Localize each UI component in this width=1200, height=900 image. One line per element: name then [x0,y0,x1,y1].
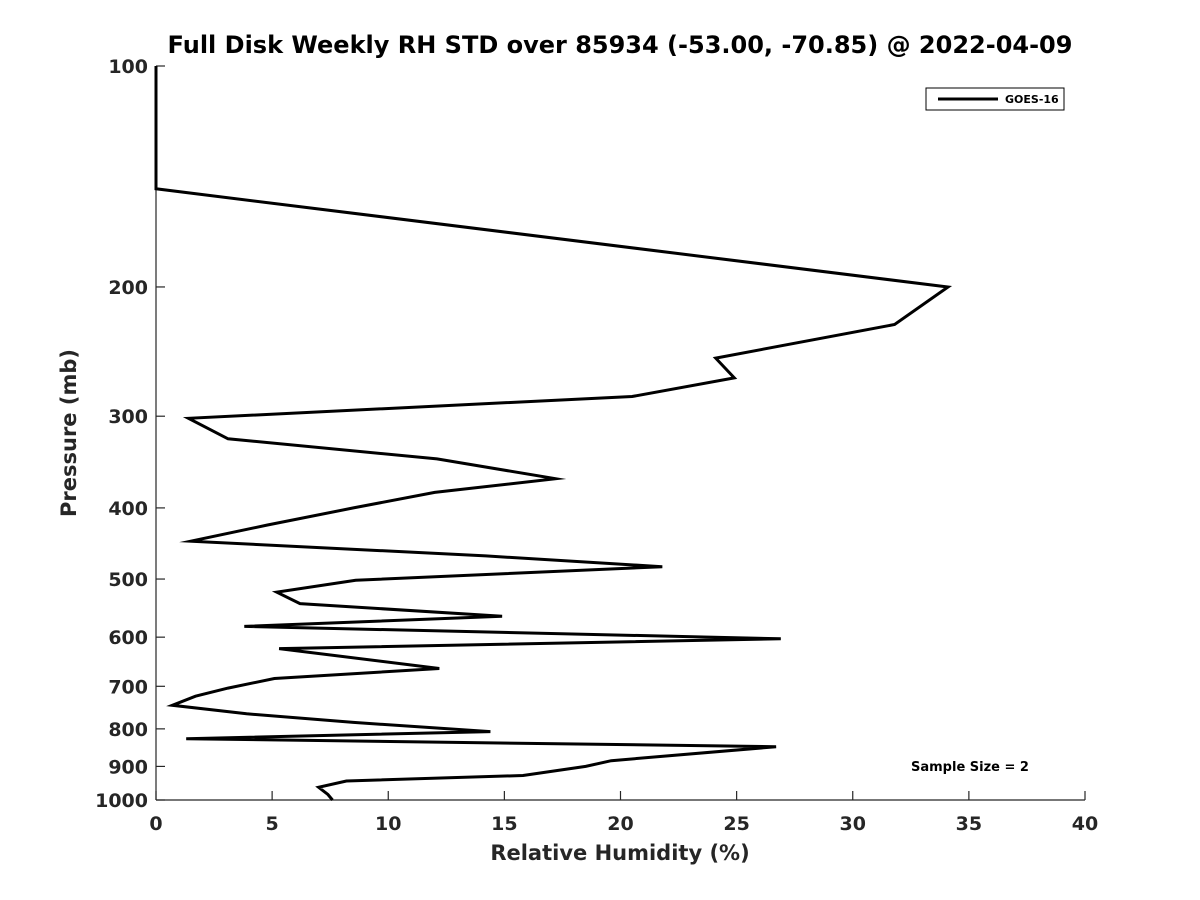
legend: GOES-16 [925,87,1065,111]
x-tick-label: 40 [1072,813,1098,835]
x-tick-label: 5 [266,813,279,835]
y-tick-label: 200 [108,277,148,299]
y-tick-label: 500 [108,569,148,591]
x-tick-label: 35 [956,813,982,835]
y-tick-label: 1000 [95,790,148,812]
y-tick-label: 400 [108,498,148,520]
legend-label-goes-16: GOES-16 [1005,93,1059,106]
axes: 0 5 10 15 20 25 30 35 40 100 200 300 400 500 600 700 800… [95,56,1098,835]
sample-size-annotation: Sample Size = 2 [911,760,1029,775]
y-tick-label: 800 [108,719,148,741]
y-axis-label: Pressure (mb) [57,349,81,517]
y-tick-label: 900 [108,756,148,778]
x-tick-label: 25 [723,813,749,835]
x-tick-label: 0 [149,813,162,835]
x-axis-label: Relative Humidity (%) [490,841,749,865]
y-tick-label: 700 [108,676,148,698]
x-tick-label: 15 [491,813,517,835]
y-tick-label: 100 [108,56,148,78]
y-tick-label: 300 [108,406,148,428]
series-line-goes-16 [154,66,953,801]
series-layer [154,66,953,801]
x-tick-label: 30 [840,813,866,835]
chart-title: Full Disk Weekly RH STD over 85934 (-53.… [168,31,1073,59]
y-tick-label: 600 [108,627,148,649]
x-tick-label: 10 [375,813,401,835]
x-tick-label: 20 [607,813,633,835]
